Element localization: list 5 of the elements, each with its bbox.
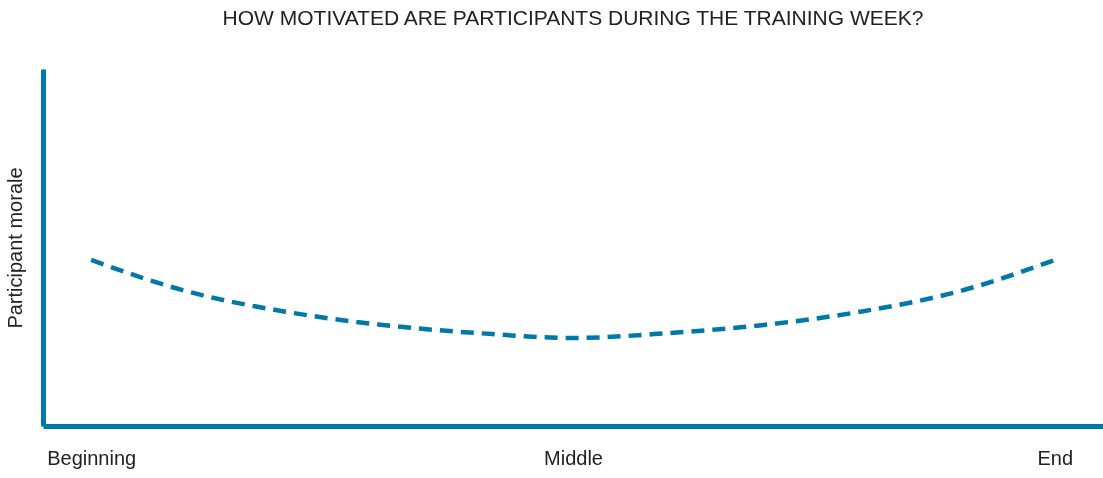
x-tick-label: Middle xyxy=(544,446,603,469)
y-axis-title: Participant morale xyxy=(3,167,26,329)
chart-title: HOW MOTIVATED ARE PARTICIPANTS DURING THE TRAINING WEEK? xyxy=(222,6,924,29)
x-tick-label: Beginning xyxy=(47,446,137,469)
x-tick-label: End xyxy=(1037,446,1074,469)
